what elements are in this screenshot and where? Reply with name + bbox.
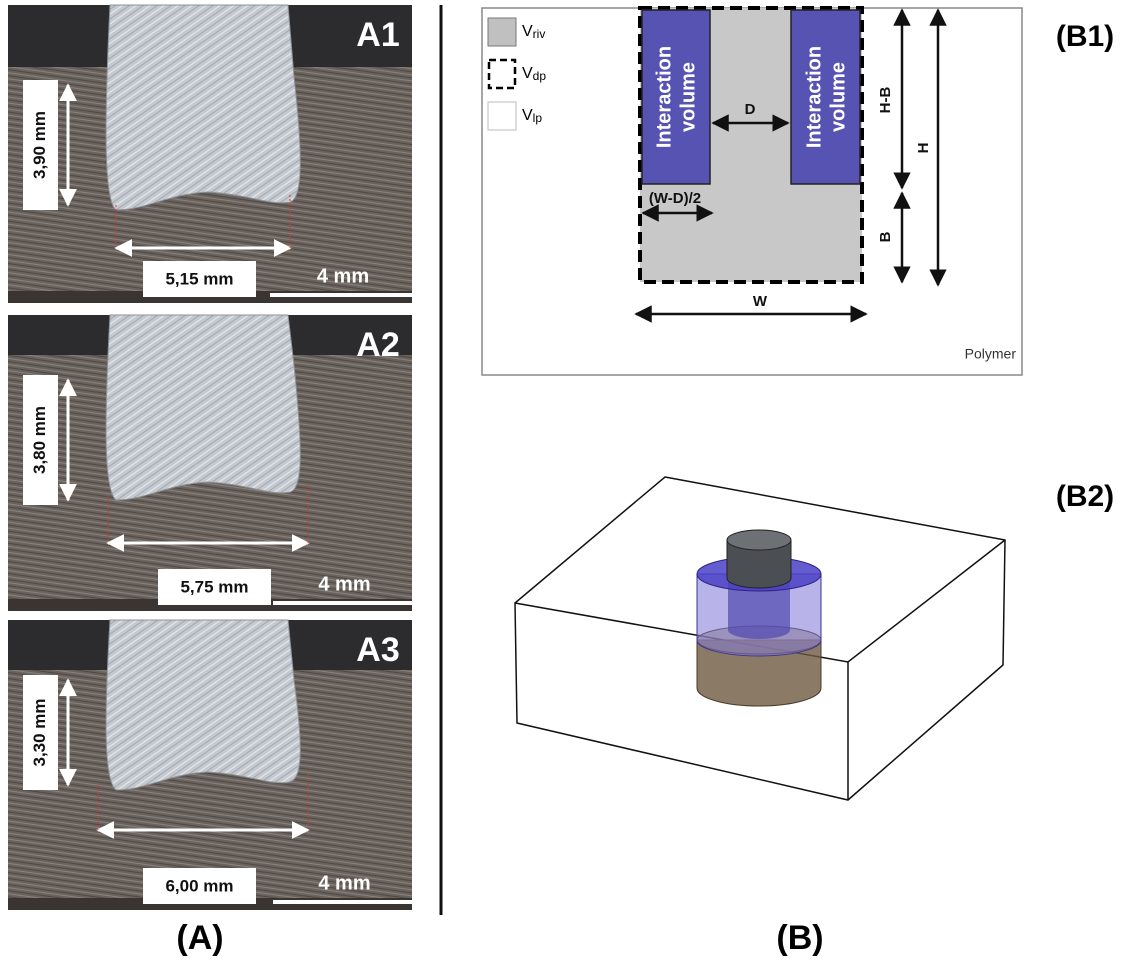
figure: 3,90 mm 5,15 mm 4 mm A1 3,80 mm 5,75 mm 4 mm A2… — [0, 0, 1138, 964]
legend-symbol: V — [522, 107, 533, 124]
block-text: volume — [827, 62, 849, 132]
micrograph: 3,30 mm 6,00 mm 4 mm A3 — [8, 620, 416, 910]
legend-symbol: V — [522, 65, 533, 82]
legend-subscript: dp — [533, 69, 547, 83]
scale-label: 4 mm — [317, 265, 369, 287]
micrograph-panels: 3,90 mm 5,15 mm 4 mm A1 3,80 mm 5,75 mm 4 mm A2… — [8, 5, 416, 910]
schematic-b1: Interaction volume Interaction volume Vr… — [482, 8, 1022, 375]
dimension-label: W — [753, 293, 768, 310]
rivet — [106, 5, 300, 210]
height-label: 3,90 mm — [30, 111, 49, 179]
panel-label: A2 — [356, 326, 399, 364]
panel-label: (B1) — [1056, 20, 1114, 53]
dimension-label: D — [745, 101, 756, 118]
height-label: 3,80 mm — [30, 406, 49, 474]
legend-swatch — [488, 18, 516, 46]
interaction-block — [642, 10, 710, 184]
interaction-block — [791, 10, 860, 184]
panel-label: A3 — [356, 631, 399, 669]
dimension-label: (W-D)/2 — [649, 190, 701, 207]
width-label: 6,00 mm — [165, 876, 233, 895]
dimension-label: B — [877, 231, 894, 242]
block-text: Interaction — [653, 46, 675, 148]
scale-label: 4 mm — [318, 573, 370, 595]
caption-b: (B) — [776, 919, 823, 957]
block-text: Interaction — [803, 46, 825, 148]
height-label: 3,30 mm — [30, 698, 49, 766]
cylinders — [697, 530, 821, 706]
legend-symbol: V — [522, 23, 533, 40]
dimension-label: H — [915, 143, 932, 154]
rivet-head-top — [727, 530, 791, 550]
legend-subscript: lp — [533, 111, 543, 125]
micrograph: 3,80 mm 5,75 mm 4 mm A2 — [8, 315, 416, 611]
legend-swatch — [488, 102, 516, 130]
block-text: volume — [677, 62, 699, 132]
rivet — [106, 620, 300, 790]
dimension-label: H-B — [877, 87, 894, 114]
micrograph: 3,90 mm 5,15 mm 4 mm A1 — [8, 5, 416, 303]
width-label: 5,75 mm — [180, 577, 248, 596]
legend-subscript: riv — [533, 27, 546, 41]
panel-label: A1 — [356, 16, 399, 54]
panel-label: (B2) — [1056, 480, 1114, 513]
legend-swatch — [489, 60, 515, 88]
material-label: Polymer — [965, 346, 1017, 362]
rivet — [106, 315, 300, 500]
width-label: 5,15 mm — [165, 269, 233, 288]
caption-a: (A) — [176, 919, 223, 957]
scale-label: 4 mm — [318, 872, 370, 894]
page: 3,90 mm 5,15 mm 4 mm A1 3,80 mm 5,75 mm 4 mm A2… — [0, 0, 1138, 969]
